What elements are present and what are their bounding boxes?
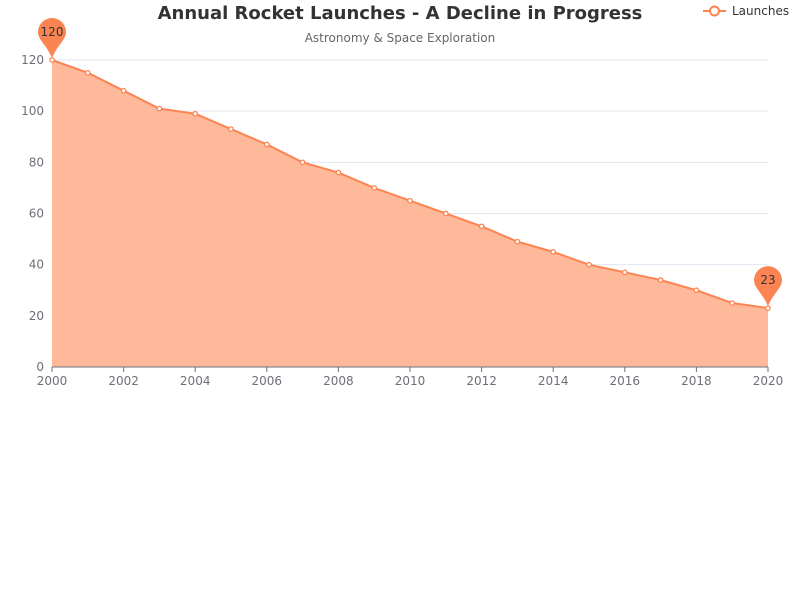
x-axis-tick-labels: 2000 2002 2004 2006 2008 2010 2012 2014 2016 2018… bbox=[37, 374, 784, 388]
data-point bbox=[693, 287, 700, 294]
x-tick-label: 2006 bbox=[252, 374, 283, 388]
y-tick-label: 0 bbox=[36, 360, 44, 374]
x-tick-label: 2000 bbox=[37, 374, 68, 388]
legend-marker-swatch bbox=[709, 5, 720, 17]
pin-label: 23 bbox=[760, 273, 775, 287]
x-tick-label: 2004 bbox=[180, 374, 211, 388]
annotation-pins: 120 23 bbox=[38, 18, 782, 307]
x-tick-label: 2016 bbox=[610, 374, 641, 388]
data-point bbox=[478, 223, 485, 230]
max-value-pin: 120 bbox=[38, 18, 66, 58]
data-point bbox=[729, 300, 736, 306]
data-point bbox=[120, 87, 127, 94]
data-point bbox=[621, 269, 628, 276]
data-point bbox=[586, 261, 592, 268]
data-point bbox=[228, 126, 234, 132]
data-point bbox=[371, 185, 378, 191]
x-tick-label: 2010 bbox=[395, 374, 426, 388]
y-axis-tick-labels: 0 20 40 60 80 100 120 bbox=[21, 53, 44, 374]
y-tick-label: 120 bbox=[21, 53, 44, 67]
data-point bbox=[263, 141, 270, 148]
y-tick-label: 20 bbox=[29, 309, 44, 323]
min-value-pin: 23 bbox=[754, 266, 782, 307]
data-point bbox=[49, 57, 55, 63]
legend-label: Launches bbox=[732, 4, 789, 18]
x-tick-label: 2020 bbox=[753, 374, 784, 388]
data-point bbox=[514, 238, 521, 245]
data-point bbox=[192, 110, 199, 117]
pin-marker bbox=[38, 18, 66, 58]
axes bbox=[51, 366, 769, 372]
data-point bbox=[156, 105, 163, 112]
chart-title: Annual Rocket Launches - A Decline in Pr… bbox=[158, 3, 643, 24]
data-point bbox=[299, 159, 306, 166]
y-tick-label: 100 bbox=[21, 104, 44, 118]
y-tick-label: 40 bbox=[29, 258, 44, 272]
legend[interactable]: Launches bbox=[703, 4, 789, 18]
x-tick-label: 2008 bbox=[323, 374, 354, 388]
pin-marker bbox=[754, 266, 782, 307]
x-tick-label: 2012 bbox=[466, 374, 497, 388]
data-point bbox=[657, 277, 664, 283]
data-point bbox=[442, 210, 449, 217]
data-points bbox=[49, 57, 771, 312]
data-point bbox=[765, 305, 771, 312]
data-point bbox=[407, 197, 413, 204]
x-tick-label: 2014 bbox=[538, 374, 569, 388]
data-point bbox=[84, 69, 91, 76]
y-tick-label: 80 bbox=[29, 155, 44, 169]
x-tick-label: 2018 bbox=[681, 374, 712, 388]
y-tick-label: 60 bbox=[29, 207, 44, 221]
pin-label: 120 bbox=[41, 25, 64, 39]
series-area-fill bbox=[52, 60, 768, 367]
chart-subtitle: Astronomy & Space Exploration bbox=[305, 31, 496, 45]
x-tick-label: 2002 bbox=[108, 374, 139, 388]
data-point bbox=[550, 249, 557, 255]
data-point bbox=[335, 169, 342, 176]
